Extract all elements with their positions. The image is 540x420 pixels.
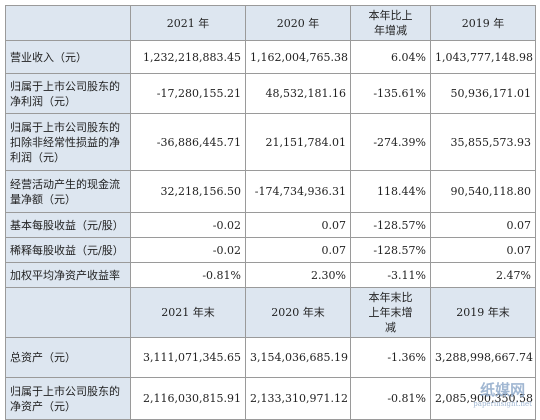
header-cell <box>5 5 131 41</box>
value-cell: 0.07 <box>430 237 536 263</box>
header-row: 2021 年末 2020 年末 本年末比上年末增减 2019 年末 <box>5 287 536 338</box>
value-cell: 3,111,071,345.65 <box>130 337 246 378</box>
value-cell: -1.36% <box>350 337 431 378</box>
header-row: 2021 年 2020 年本年比上年增减 2019 年 <box>5 5 536 41</box>
value-cell: 35,855,573.93 <box>430 113 536 171</box>
value-cell: -128.57% <box>350 212 431 238</box>
value-cell: -36,886,445.71 <box>130 113 246 171</box>
header-cell: 2021 年末 <box>130 287 246 338</box>
data-row: 总资产（元） 3,111,071,345.65 3,154,036,685.19 -1… <box>5 337 536 378</box>
value-cell: 21,151,784.01 <box>245 113 351 171</box>
row-label: 归属于上市公司股东的净利润（元） <box>5 73 131 114</box>
value-cell: 1,043,777,148.98 <box>430 40 536 74</box>
header-cell: 本年末比上年末增减 <box>350 287 431 338</box>
value-cell: -0.81% <box>130 262 246 288</box>
value-cell: -3.11% <box>350 262 431 288</box>
header-cell: 2019 年 <box>430 5 536 41</box>
value-cell: 50,936,171.01 <box>430 73 536 114</box>
data-row: 经营活动产生的现金流量净额（元） 32,218,156.50 -174,734,93… <box>5 170 536 213</box>
data-row: 归属于上市公司股东的净利润（元） -17,280,155.21 48,532,181… <box>5 73 536 114</box>
row-label: 归属于上市公司股东的扣除非经常性损益的净利润（元） <box>5 113 131 171</box>
header-cell: 2020 年末 <box>245 287 351 338</box>
value-cell: 6.04% <box>350 40 431 74</box>
header-cell: 本年比上年增减 <box>350 5 431 41</box>
value-cell: -135.61% <box>350 73 431 114</box>
value-cell: 2,116,030,815.91 <box>130 377 246 420</box>
row-label: 基本每股收益（元/股） <box>5 212 131 238</box>
value-cell: 32,218,156.50 <box>130 170 246 213</box>
header-cell: 2020 年 <box>245 5 351 41</box>
value-cell: -0.81% <box>350 377 431 420</box>
row-label: 营业收入（元） <box>5 40 131 74</box>
data-row: 加权平均净资产收益率 -0.81% 2.30% -3.11% 2.47% <box>5 262 536 288</box>
value-cell: 1,232,218,883.45 <box>130 40 246 74</box>
value-cell: 1,162,004,765.38 <box>245 40 351 74</box>
value-cell: 90,540,118.80 <box>430 170 536 213</box>
header-cell <box>5 287 131 338</box>
data-row: 基本每股收益（元/股） -0.02 0.07 -128.57% 0.07 <box>5 212 536 238</box>
header-cell: 2019 年末 <box>430 287 536 338</box>
value-cell: 3,288,998,667.74 <box>430 337 536 378</box>
value-cell: -274.39% <box>350 113 431 171</box>
watermark: 纸媒网 paperinsight.net <box>473 379 532 408</box>
watermark-url: paperinsight.net <box>473 400 532 408</box>
financial-table: 2021 年 2020 年本年比上年增减 2019 年营业收入（元） 1,232,21… <box>5 5 536 420</box>
row-label: 稀释每股收益（元/股） <box>5 237 131 263</box>
row-label: 归属于上市公司股东的净资产（元） <box>5 377 131 420</box>
table-body: 2021 年 2020 年本年比上年增减 2019 年营业收入（元） 1,232,21… <box>5 5 536 420</box>
data-row: 稀释每股收益（元/股） -0.02 0.07 -128.57% 0.07 <box>5 237 536 263</box>
row-label: 加权平均净资产收益率 <box>5 262 131 288</box>
value-cell: 118.44% <box>350 170 431 213</box>
value-cell: 3,154,036,685.19 <box>245 337 351 378</box>
data-row: 归属于上市公司股东的净资产（元） 2,116,030,815.91 2,133,31… <box>5 377 536 420</box>
row-label: 经营活动产生的现金流量净额（元） <box>5 170 131 213</box>
data-row: 归属于上市公司股东的扣除非经常性损益的净利润（元） -36,886,445.71 2… <box>5 113 536 171</box>
value-cell: 48,532,181.16 <box>245 73 351 114</box>
header-cell: 2021 年 <box>130 5 246 41</box>
value-cell: 2,133,310,971.12 <box>245 377 351 420</box>
value-cell: 2.30% <box>245 262 351 288</box>
row-label: 总资产（元） <box>5 337 131 378</box>
watermark-name: 纸媒网 <box>480 381 526 399</box>
value-cell: -17,280,155.21 <box>130 73 246 114</box>
value-cell: -0.02 <box>130 212 246 238</box>
value-cell: 0.07 <box>245 212 351 238</box>
value-cell: 0.07 <box>245 237 351 263</box>
data-row: 营业收入（元） 1,232,218,883.45 1,162,004,765.38 6… <box>5 40 536 74</box>
value-cell: -128.57% <box>350 237 431 263</box>
value-cell: -0.02 <box>130 237 246 263</box>
value-cell: -174,734,936.31 <box>245 170 351 213</box>
value-cell: 0.07 <box>430 212 536 238</box>
value-cell: 2.47% <box>430 262 536 288</box>
